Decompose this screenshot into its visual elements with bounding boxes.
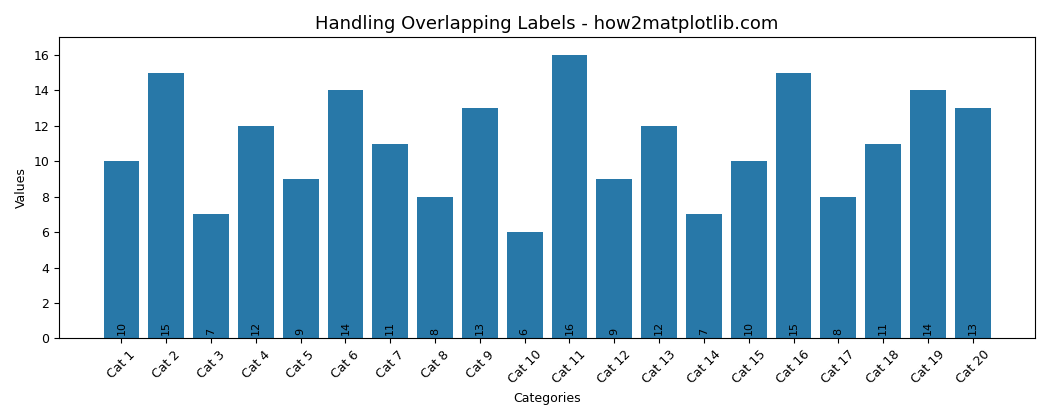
Text: 6: 6 — [520, 328, 529, 335]
Bar — [282, 179, 318, 339]
Bar — [954, 108, 990, 339]
Text: 13: 13 — [475, 321, 485, 335]
Bar — [865, 144, 901, 339]
Text: 11: 11 — [385, 321, 395, 335]
Bar — [193, 214, 229, 339]
Bar — [507, 232, 543, 339]
Bar — [731, 161, 766, 339]
Bar — [238, 126, 274, 339]
Bar — [417, 197, 453, 339]
Text: 8: 8 — [430, 328, 440, 335]
Text: 10: 10 — [743, 321, 754, 335]
Bar — [462, 108, 498, 339]
Bar — [686, 214, 721, 339]
Title: Handling Overlapping Labels - how2matplotlib.com: Handling Overlapping Labels - how2matplo… — [315, 15, 779, 33]
Text: 9: 9 — [609, 328, 620, 335]
Bar — [148, 73, 184, 339]
Text: 14: 14 — [340, 321, 351, 335]
Text: 11: 11 — [878, 321, 888, 335]
Text: 12: 12 — [654, 321, 664, 335]
Bar — [642, 126, 677, 339]
Text: 15: 15 — [162, 321, 171, 335]
Text: 16: 16 — [565, 321, 574, 335]
Text: 10: 10 — [117, 321, 126, 335]
X-axis label: Categories: Categories — [513, 392, 581, 405]
Text: 7: 7 — [206, 328, 216, 335]
Bar — [551, 55, 587, 339]
Text: 15: 15 — [789, 321, 798, 335]
Text: 12: 12 — [251, 321, 260, 335]
Bar — [596, 179, 632, 339]
Text: 13: 13 — [968, 321, 978, 335]
Bar — [373, 144, 408, 339]
Text: 8: 8 — [834, 328, 843, 335]
Text: 9: 9 — [296, 328, 306, 335]
Bar — [820, 197, 856, 339]
Bar — [328, 90, 363, 339]
Y-axis label: Values: Values — [15, 168, 28, 208]
Text: 14: 14 — [923, 321, 932, 335]
Bar — [104, 161, 140, 339]
Bar — [910, 90, 946, 339]
Text: 7: 7 — [699, 328, 709, 335]
Bar — [776, 73, 812, 339]
